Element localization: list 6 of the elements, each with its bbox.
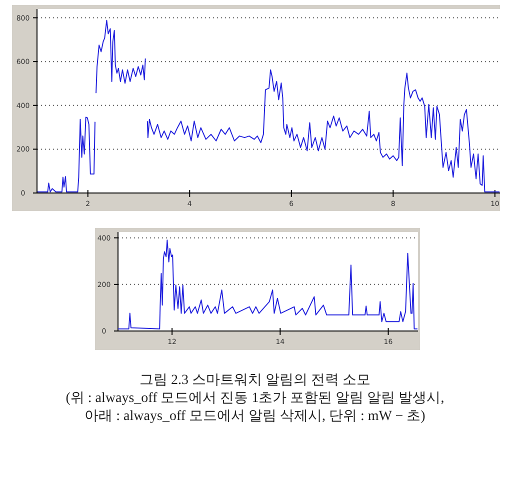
text: (위 : always_off 모드에서 진동 1초가 포함된 알림 알림 발생시, [66, 391, 444, 406]
line-series [96, 20, 146, 94]
text: 아래 : always_off 모드에서 알림 삭제시, 단위 : mW − 초) [84, 409, 426, 424]
line-series [146, 69, 500, 192]
line-series [37, 116, 96, 192]
caption: 그림 2.3 스마트워치 알림의 전력 소모 [140, 373, 370, 388]
